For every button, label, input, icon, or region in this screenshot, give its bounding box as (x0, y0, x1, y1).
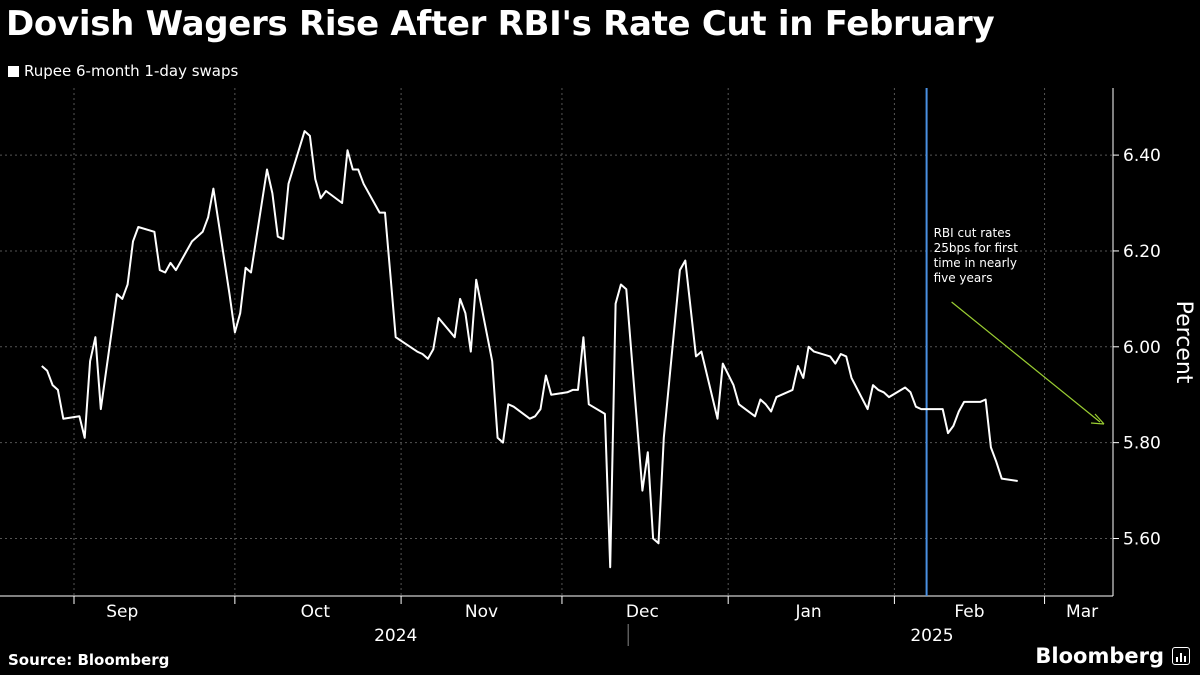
annotation-arrowhead (1090, 413, 1105, 425)
event-annotation-line: RBI cut rates (934, 226, 1011, 240)
brand-logo: Bloomberg (1035, 644, 1190, 668)
y-tick-label: 5.80 (1123, 434, 1161, 454)
annotation-arrow (951, 301, 1101, 423)
x-tick-label: Dec (626, 602, 659, 622)
x-tick-label: Sep (106, 602, 138, 622)
event-annotation-line: time in nearly (934, 256, 1017, 270)
x-tick-label: Jan (795, 602, 822, 622)
bloomberg-chart-icon (1172, 647, 1190, 665)
series-line (41, 130, 1018, 569)
x-tick-label: Mar (1066, 602, 1098, 622)
y-axis-title: Percent (1171, 301, 1196, 384)
y-tick-label: 6.00 (1123, 338, 1161, 358)
x-tick-label: Feb (954, 602, 984, 622)
event-annotation-line: five years (934, 271, 993, 285)
event-annotation: RBI cut rates 25bps for first time in near… (934, 226, 1019, 285)
year-label: 2024 (374, 626, 417, 646)
event-annotation-line: 25bps for first (934, 241, 1019, 255)
x-tick-label: Nov (465, 602, 498, 622)
legend: Rupee 6-month 1-day swaps (8, 62, 238, 80)
x-tick-label: Oct (301, 602, 331, 622)
y-tick-label: 6.20 (1123, 242, 1161, 262)
legend-label: Rupee 6-month 1-day swaps (24, 62, 239, 80)
year-label: 2025 (910, 626, 953, 646)
brand-name: Bloomberg (1035, 644, 1164, 668)
y-tick-label: 5.60 (1123, 529, 1161, 549)
y-tick-label: 6.40 (1123, 146, 1161, 166)
source-note: Source: Bloomberg (8, 651, 170, 669)
legend-swatch (8, 65, 19, 77)
chart-title: Dovish Wagers Rise After RBI's Rate Cut … (6, 4, 995, 44)
